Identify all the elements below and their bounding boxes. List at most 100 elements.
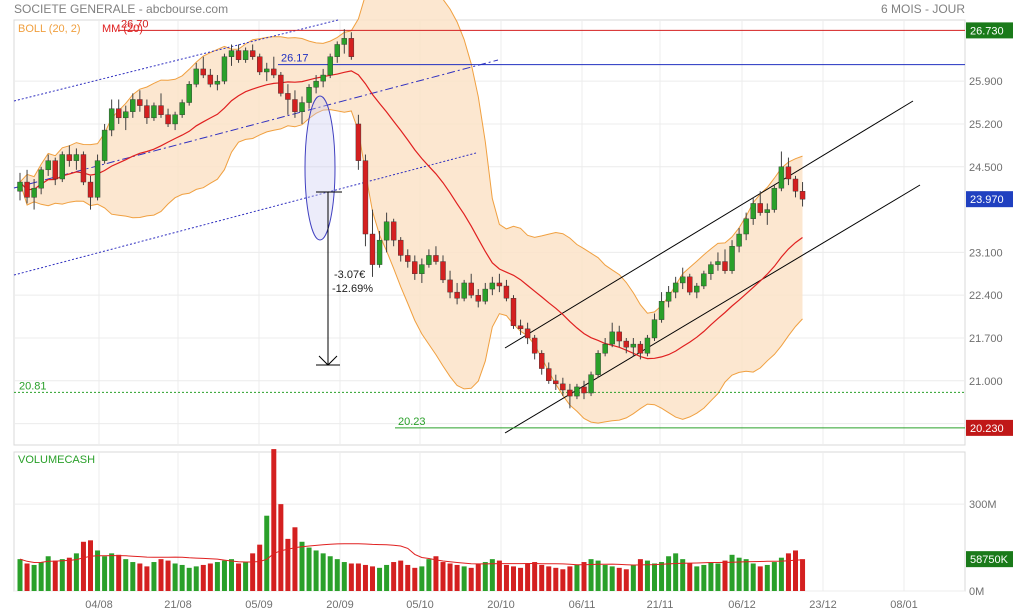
volume-bar [560,569,566,591]
badge-last: 23.970 [970,194,1004,206]
volume-bar [630,564,636,591]
volume-bar [525,563,531,591]
x-tick-label: 21/11 [647,599,674,611]
volume-bar [785,553,791,591]
volume-bar [778,557,784,591]
volume-bar [440,562,446,591]
volume-bar [391,562,397,591]
volume-bar [419,566,425,591]
candle-body [440,261,446,281]
candle-body [454,291,460,299]
volume-bar [73,553,79,591]
candle-body [524,328,531,339]
y-tick-label: 21.700 [969,333,1003,345]
candle-body [45,160,51,171]
x-tick-label: 20/10 [487,599,515,611]
volume-bar [327,556,333,591]
volume-bar [623,569,629,591]
volume-bar [45,556,51,591]
candle-body [433,255,439,262]
volume-bar [496,560,502,591]
price-levels [14,29,965,429]
candle-body [24,181,30,198]
volume-bar [172,563,178,591]
volume-bar [186,567,192,591]
candle-body [292,99,298,112]
volume-bar [722,560,728,591]
candle-body [680,276,686,284]
volume-bar [109,553,115,591]
candle-body [362,160,369,235]
volume-bar [320,553,326,591]
volume-bar [426,559,432,591]
x-tick-label: 21/08 [164,599,192,611]
badge-low: 20.230 [970,423,1004,435]
volume-bar [130,562,136,591]
candle-body [390,221,397,241]
volume-bar [362,564,368,591]
candle-body [123,111,129,119]
candle-body [235,50,242,60]
candle-body [658,301,665,320]
candle-body [221,56,228,82]
candle-body [17,181,23,192]
volume-bar [384,564,390,591]
volume-bar [609,566,615,591]
volume-bar [31,564,37,591]
candles [17,29,806,409]
volume-bar [278,504,284,591]
candle-body [517,325,524,330]
volume-bar [102,556,108,591]
candle-body [214,80,221,85]
volume-bar [574,564,580,591]
volume-bar [659,562,665,591]
candle-body [588,374,594,394]
candle-body [553,380,559,385]
volume-bar [179,564,185,591]
badge-high-bg [966,22,1013,39]
volume-bar [757,566,763,591]
label-drop-pct: -12.69% [332,283,373,295]
candle-body [151,105,157,119]
candle-body [257,56,263,73]
candle-body [271,68,277,76]
candle-body [369,233,376,265]
bollinger-upper [19,0,803,314]
badge-last-bg [966,191,1013,208]
candle-body [320,74,326,82]
volume-bar [88,540,93,591]
volume-bars [17,449,806,591]
candle-body [285,93,291,100]
volume-bar [144,566,150,591]
candle-body [722,261,728,271]
measure-arrowhead [318,355,338,366]
candle-body [264,68,270,73]
candle-body [179,102,185,115]
volume-bar [433,556,439,591]
volume-bar [250,553,256,591]
label-high: 26.70 [121,18,149,30]
legend-boll: BOLL (20, 2) [18,23,81,35]
volume-bar [750,563,756,591]
annotations: 26.70 26.17 20.81 20.23 -3.07€ -12.69% [19,18,426,427]
candle-body [743,218,749,235]
volume-bar [95,550,101,591]
candle-body [355,123,362,161]
volume-bar [285,538,291,591]
volume-bar [52,560,58,591]
price-axis: 25.900 25.200 24.500 23.100 22.400 21.700 21.0… [966,22,1013,598]
label-mid: 26.17 [281,53,309,65]
x-axis: 04/08 21/08 05/09 20/09 05/10 20/10 06/11 21/11… [85,599,918,611]
candle-body [510,298,517,326]
badge-low-bg [966,419,1013,436]
volume-bar [377,567,383,591]
volume-bar [764,564,770,591]
x-tick-label: 05/10 [406,599,434,611]
candle-body [581,386,587,394]
volume-bar [17,559,23,591]
volume-bar [158,559,164,591]
candle-body [306,87,312,103]
y-tick-label: 24.500 [969,162,1003,174]
candle-body [546,368,552,381]
volume-bar [673,553,679,591]
